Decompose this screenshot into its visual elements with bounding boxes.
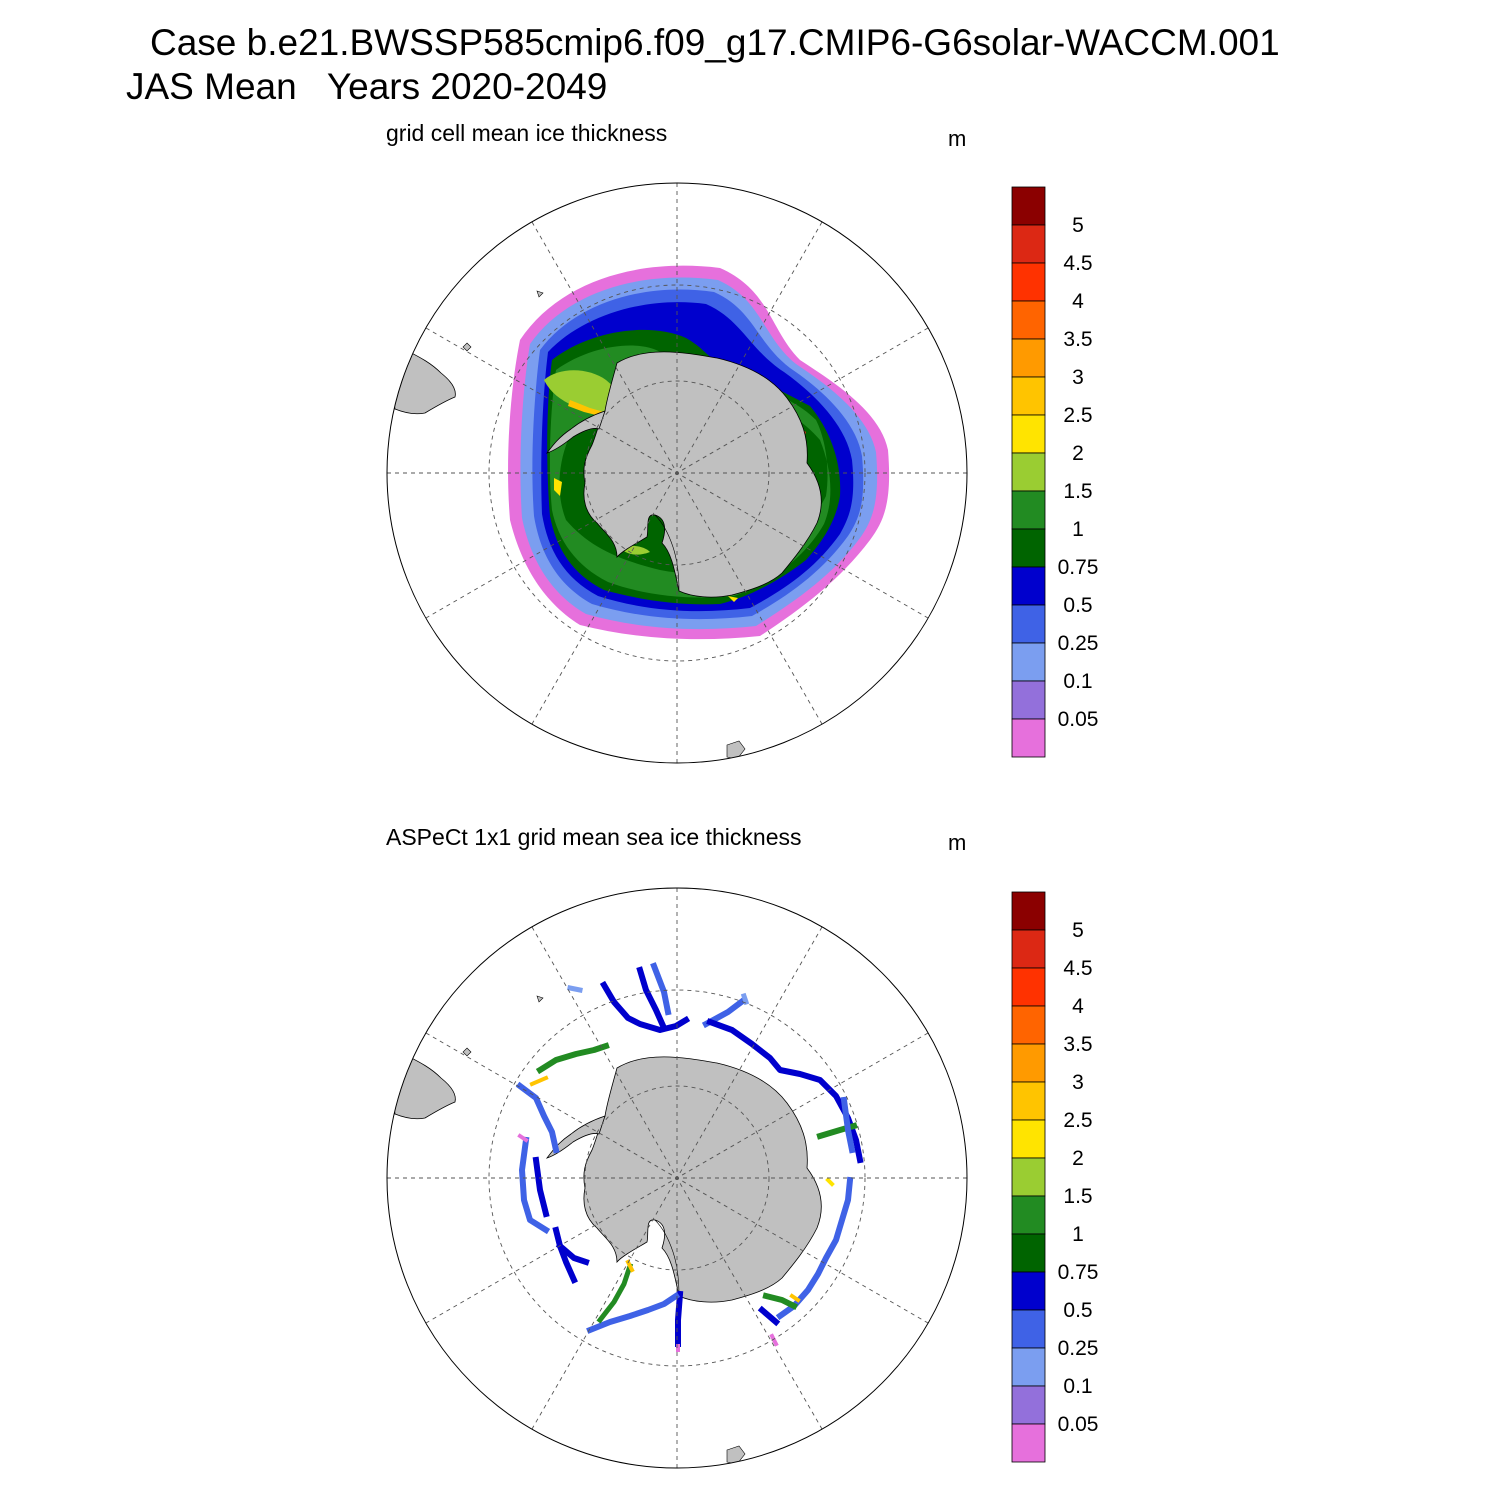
colorbar-tick-label: 0.05	[1058, 1413, 1099, 1436]
units-label-model: m	[948, 126, 967, 151]
colorbar-box	[1011, 642, 1046, 682]
colorbar-tick-label: 1	[1072, 1223, 1084, 1246]
colorbar-tick-label: 2	[1072, 442, 1084, 465]
colorbar-box	[1011, 1119, 1046, 1159]
colorbar-box	[1011, 1081, 1046, 1121]
colorbar-tick-label: 4	[1072, 995, 1084, 1018]
colorbar-tick-label: 2.5	[1063, 404, 1092, 427]
colorbar-tick-label: 0.1	[1063, 1375, 1092, 1398]
colorbar-tick-label: 0.5	[1063, 594, 1092, 617]
panel-title-model: grid cell mean ice thickness	[386, 120, 668, 146]
graticule-model	[387, 183, 967, 763]
colorbar-tick-label: 5	[1072, 214, 1084, 237]
panel-title-obs: ASPeCt 1x1 grid mean sea ice thickness	[386, 824, 802, 850]
colorbar-tick-label: 2.5	[1063, 1109, 1092, 1132]
colorbar-box	[1011, 1423, 1046, 1463]
colorbar-tick-label: 0.25	[1058, 1337, 1099, 1360]
colorbar-box	[1011, 224, 1046, 264]
colorbar-box	[1011, 1385, 1046, 1425]
colorbar-box	[1011, 452, 1046, 492]
figure-title-period: JAS Mean Years 2020-2049	[126, 66, 608, 107]
colorbar-tick-label: 1.5	[1063, 1185, 1092, 1208]
colorbar-box	[1011, 1271, 1046, 1311]
colorbar-box	[1011, 186, 1046, 226]
graticule-obs	[387, 888, 967, 1468]
colorbar-tick-label: 3	[1072, 1071, 1084, 1094]
colorbar-box	[1011, 929, 1046, 969]
figure-title-case: Case b.e21.BWSSP585cmip6.f09_g17.CMIP6-G…	[150, 22, 1280, 63]
colorbar-box	[1011, 376, 1046, 416]
colorbar-box	[1011, 414, 1046, 454]
colorbar-tick-label: 3.5	[1063, 328, 1092, 351]
map-panel-model	[386, 182, 968, 764]
colorbar-tick-label: 0.25	[1058, 632, 1099, 655]
colorbar-box	[1011, 1233, 1046, 1273]
colorbar-box	[1011, 891, 1046, 931]
colorbar-box	[1011, 967, 1046, 1007]
colorbar-box	[1011, 528, 1046, 568]
colorbar-tick-label: 4.5	[1063, 957, 1092, 980]
colorbar-tick-label: 1	[1072, 518, 1084, 541]
colorbar-box	[1011, 1157, 1046, 1197]
colorbar-model: 5 4.5 4 3.5 3 2.5 2 1.5 1 0.75 0.5 0.25 0.1 0.05	[1011, 186, 1099, 758]
colorbar-box	[1011, 1195, 1046, 1235]
colorbar-tick-label: 3.5	[1063, 1033, 1092, 1056]
colorbar-tick-label: 0.75	[1058, 1261, 1099, 1284]
colorbar-box	[1011, 300, 1046, 340]
colorbar-box	[1011, 718, 1046, 758]
colorbar-box	[1011, 338, 1046, 378]
colorbar-obs: 5 4.5 4 3.5 3 2.5 2 1.5 1 0.75 0.5 0.25 0.1 0.05	[1011, 891, 1099, 1463]
colorbar-box	[1011, 604, 1046, 644]
colorbar-tick-label: 0.05	[1058, 708, 1099, 731]
ship-tracks	[515, 962, 864, 1352]
colorbar-tick-label: 3	[1072, 366, 1084, 389]
colorbar-box	[1011, 1043, 1046, 1083]
colorbar-box	[1011, 262, 1046, 302]
colorbar-box	[1011, 490, 1046, 530]
colorbar-box	[1011, 566, 1046, 606]
colorbar-box	[1011, 1005, 1046, 1045]
colorbar-tick-label: 5	[1072, 919, 1084, 942]
colorbar-tick-label: 0.5	[1063, 1299, 1092, 1322]
colorbar-tick-label: 2	[1072, 1147, 1084, 1170]
colorbar-box	[1011, 1347, 1046, 1387]
colorbar-tick-label: 0.1	[1063, 670, 1092, 693]
colorbar-tick-label: 4.5	[1063, 252, 1092, 275]
colorbar-tick-label: 1.5	[1063, 480, 1092, 503]
colorbar-box	[1011, 680, 1046, 720]
colorbar-tick-label: 0.75	[1058, 556, 1099, 579]
units-label-obs: m	[948, 830, 967, 855]
colorbar-box	[1011, 1309, 1046, 1349]
map-panel-obs	[386, 887, 968, 1469]
colorbar-tick-label: 4	[1072, 290, 1084, 313]
